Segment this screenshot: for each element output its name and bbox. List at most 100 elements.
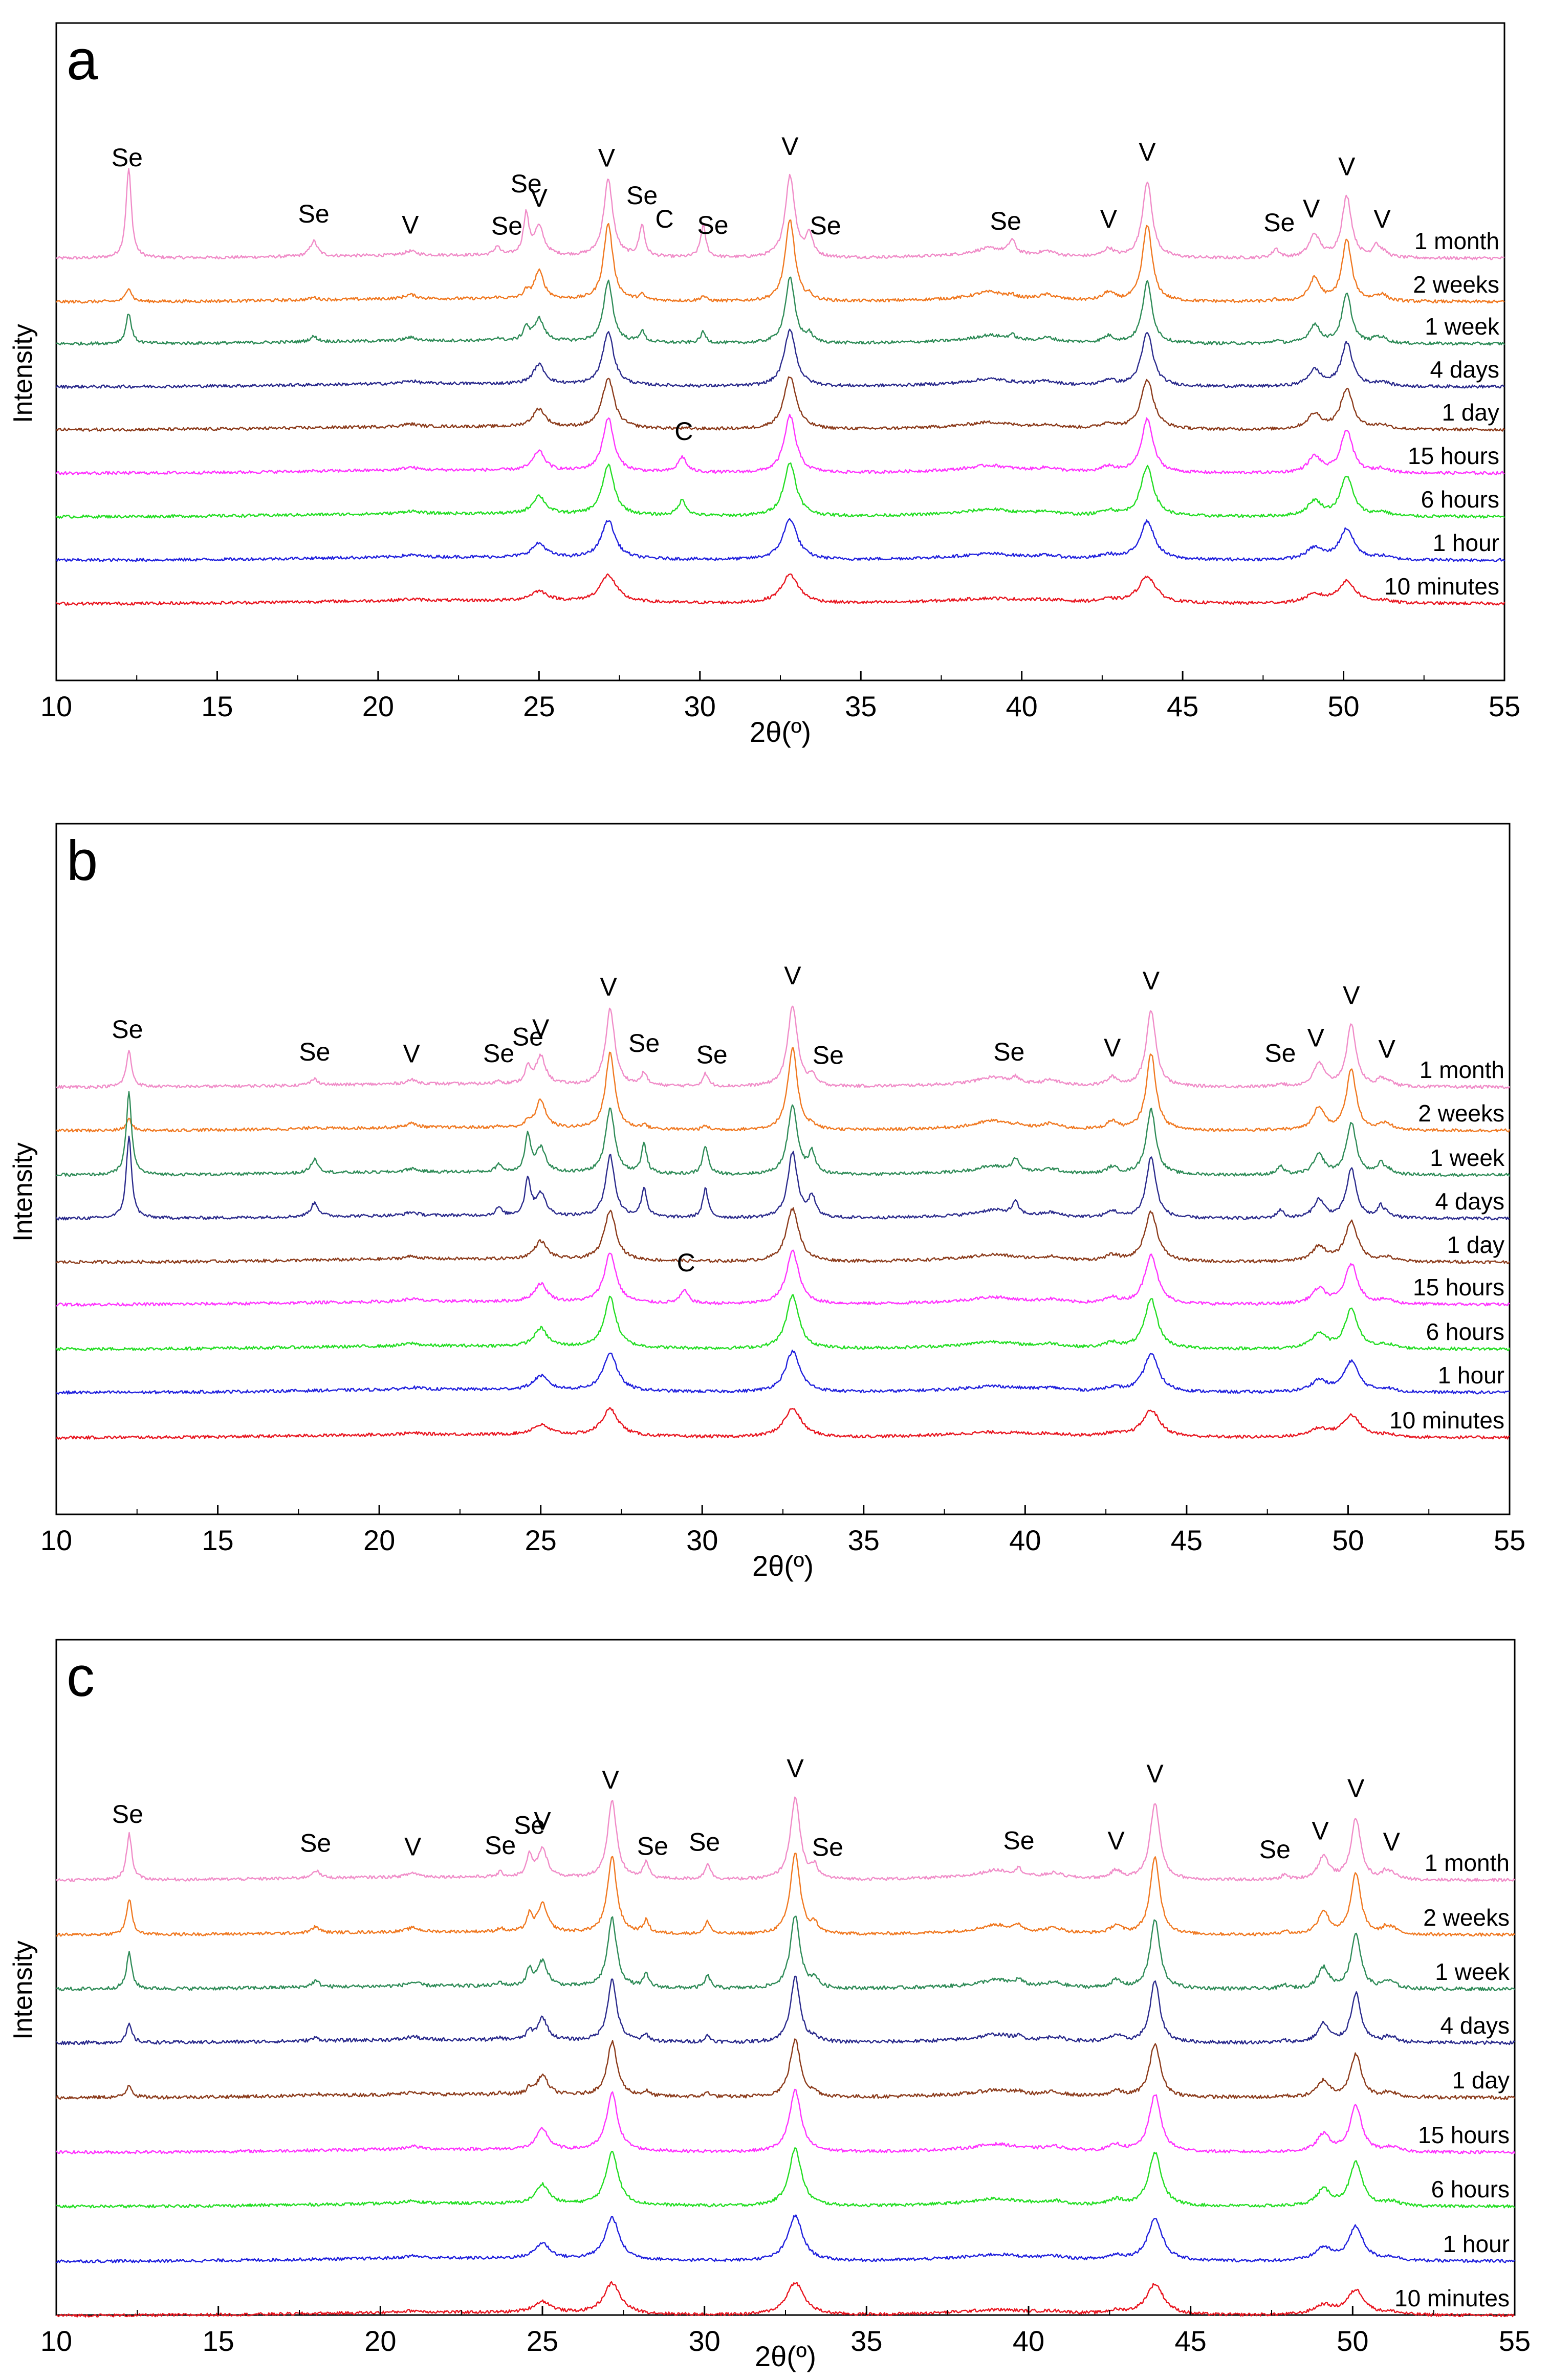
x-tick-label: 45 [1175, 2325, 1207, 2357]
peak-label-vaterite: V [1107, 1826, 1125, 1855]
series-line-4-days [55, 1135, 1510, 1221]
series-label-2-weeks: 2 weeks [1418, 1100, 1504, 1127]
peak-label-vaterite: V [600, 973, 618, 1001]
series-label-10-minutes: 10 minutes [1389, 1407, 1504, 1434]
peak-label-selenium: Se [298, 200, 330, 228]
series-label-15-hours: 15 hours [1413, 1274, 1504, 1301]
x-tick-label: 30 [689, 2325, 721, 2357]
peak-label-selenium: Se [810, 211, 841, 240]
panel-letter: a [67, 29, 98, 92]
peak-label-vaterite: V [1303, 194, 1320, 223]
series-label-10-minutes: 10 minutes [1384, 573, 1499, 600]
series-line-1-week [56, 276, 1505, 346]
peak-label-vaterite: V [402, 211, 419, 239]
series-label-1-week: 1 week [1430, 1144, 1505, 1171]
series-line-6-hours [55, 1294, 1511, 1351]
series-line-6-hours [56, 462, 1505, 519]
series-line-1-month [55, 1796, 1515, 1882]
peak-label-selenium: Se [1003, 1826, 1034, 1855]
peak-label-vaterite: V [1338, 152, 1356, 181]
series-label-6-hours: 6 hours [1421, 486, 1499, 513]
peak-label-vaterite: V [1100, 205, 1118, 233]
series-line-1-day [55, 2038, 1516, 2100]
x-axis-label: 2θ(º) [752, 1550, 814, 1582]
peak-label-selenium: Se [512, 1022, 543, 1051]
series-label-4-days: 4 days [1435, 1188, 1504, 1215]
series-label-4-days: 4 days [1430, 356, 1499, 383]
series-line-1-hour [56, 1350, 1510, 1395]
series-label-2-weeks: 2 weeks [1423, 1904, 1510, 1931]
peak-label-selenium: Se [689, 1828, 720, 1857]
peak-label-vaterite: V [1383, 1827, 1401, 1856]
peak-label-selenium: Se [299, 1038, 330, 1066]
peak-label-vaterite: V [1143, 966, 1160, 995]
x-tick-label: 55 [1494, 1524, 1525, 1556]
peak-label-vaterite: V [1139, 138, 1156, 166]
y-axis-label: Intensity [8, 1941, 38, 2040]
series-label-6-hours: 6 hours [1426, 1318, 1504, 1345]
series-label-10-minutes: 10 minutes [1394, 2285, 1510, 2311]
series-line-6-hours [56, 2147, 1515, 2209]
x-tick-label: 35 [850, 2325, 882, 2357]
xrd-chart-svg: 1 month 2 weeks 1 week 4 days 1 day 15 hours 6… [8, 22, 1520, 748]
panel-letter: b [67, 829, 98, 892]
series-label-1-hour: 1 hour [1443, 2231, 1510, 2257]
x-tick-label: 15 [202, 1524, 233, 1556]
y-axis-label: Intensity [8, 324, 38, 423]
series-label-1-month: 1 month [1425, 1849, 1510, 1876]
x-tick-label: 10 [40, 2325, 72, 2357]
peak-label-selenium: Se [626, 181, 658, 210]
xrd-panel-b: 1 month 2 weeks 1 week 4 days 1 day 15 hours 6… [0, 798, 1550, 1606]
peak-label-selenium: Se [112, 143, 143, 172]
series-line-10-minutes [56, 1407, 1510, 1440]
series-line-1-week [56, 1091, 1511, 1177]
peak-label-selenium: Se [112, 1800, 143, 1828]
peak-label-selenium: Se [696, 1041, 728, 1069]
peak-label-vaterite: V [404, 1833, 422, 1861]
peak-label-vaterite: V [1312, 1816, 1329, 1845]
peak-label-vaterite: V [781, 132, 799, 161]
x-axis-label: 2θ(º) [755, 2340, 816, 2372]
series-line-2-weeks [56, 1853, 1515, 1937]
xrd-panel-c: 1 month 2 weeks 1 week 4 days 1 day 15 hours 6… [0, 1617, 1550, 2380]
x-tick-label: 40 [1013, 2325, 1044, 2357]
series-line-15-hours [56, 1249, 1510, 1307]
peak-label-selenium: Se [637, 1832, 668, 1860]
xrd-chart-svg: 1 month 2 weeks 1 week 4 days 1 day 15 hours 6… [8, 1639, 1531, 2372]
series-label-15-hours: 15 hours [1418, 2122, 1510, 2148]
peak-label-selenium: Se [990, 207, 1021, 235]
peak-label-vaterite: V [784, 961, 801, 990]
peak-label-vaterite: V [787, 1754, 804, 1783]
peak-label-calcite: C [674, 417, 693, 446]
series-line-15-hours [55, 413, 1505, 475]
x-tick-label: 20 [363, 1524, 395, 1556]
series-label-15-hours: 15 hours [1408, 443, 1499, 469]
series-label-1-day: 1 day [1452, 2067, 1510, 2093]
xrd-panel-a: 1 month 2 weeks 1 week 4 days 1 day 15 hours 6… [0, 0, 1550, 778]
peak-label-selenium: Se [1264, 1039, 1296, 1067]
peak-label-selenium: Se [112, 1015, 143, 1044]
series-line-1-month [56, 168, 1504, 260]
peak-label-selenium: Se [628, 1029, 660, 1057]
peak-label-vaterite: V [1347, 1774, 1365, 1803]
x-tick-label: 10 [40, 1524, 72, 1556]
peak-label-calcite: C [656, 205, 674, 233]
x-tick-label: 30 [684, 690, 716, 722]
x-tick-label: 15 [203, 2325, 234, 2357]
x-tick-label: 50 [1332, 1524, 1364, 1556]
peak-label-selenium: Se [697, 211, 728, 239]
x-axis-label: 2θ(º) [750, 716, 811, 748]
series-label-1-day: 1 day [1442, 399, 1499, 426]
peak-label-vaterite: V [403, 1040, 421, 1068]
x-tick-label: 25 [527, 2325, 558, 2357]
peak-label-selenium: Se [813, 1041, 844, 1069]
peak-label-selenium: Se [511, 169, 542, 198]
plot-frame [55, 823, 1511, 1515]
series-label-1-week: 1 week [1425, 313, 1500, 340]
x-tick-label: 25 [525, 1524, 557, 1556]
series-label-2-weeks: 2 weeks [1413, 271, 1499, 298]
series-label-6-hours: 6 hours [1431, 2176, 1510, 2202]
x-tick-label: 15 [201, 690, 233, 722]
series-label-1-week: 1 week [1435, 1958, 1510, 1985]
